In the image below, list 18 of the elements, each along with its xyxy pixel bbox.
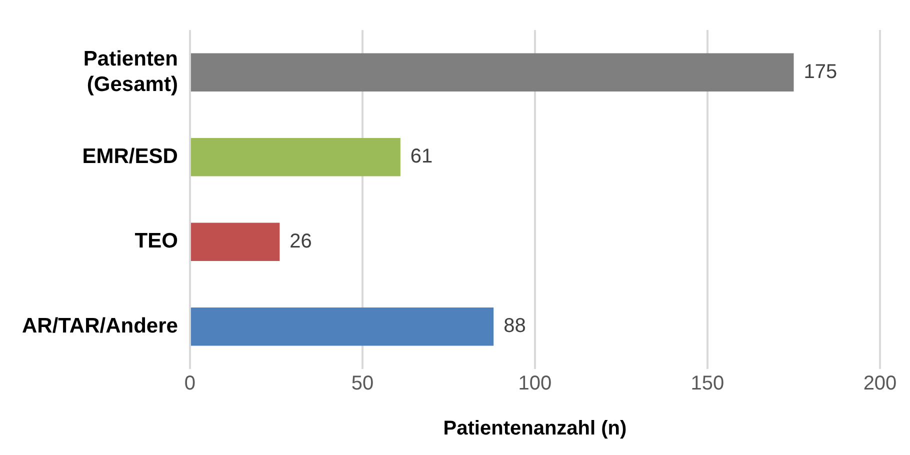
bar	[190, 308, 494, 346]
bar	[190, 222, 280, 261]
x-tick-label: 150	[690, 372, 724, 395]
y-tick-label: Patienten (Gesamt)	[83, 48, 178, 96]
data-label: 61	[410, 146, 433, 168]
y-tick-label: TEO	[134, 230, 178, 253]
data-label: 175	[804, 60, 838, 83]
data-label: 26	[290, 230, 312, 252]
x-tick-label: 100	[518, 372, 552, 395]
y-tick-label: AR/TAR/Andere	[22, 314, 178, 338]
x-tick-label: 200	[863, 372, 897, 395]
x-tick-label: 50	[351, 372, 374, 395]
data-label: 88	[504, 315, 526, 338]
x-axis-title: Patientenanzahl (n)	[443, 418, 627, 440]
bar	[190, 138, 400, 176]
x-tick-label: 0	[184, 372, 196, 395]
y-tick-label: EMR/ESD	[82, 144, 178, 168]
bar	[190, 53, 794, 92]
